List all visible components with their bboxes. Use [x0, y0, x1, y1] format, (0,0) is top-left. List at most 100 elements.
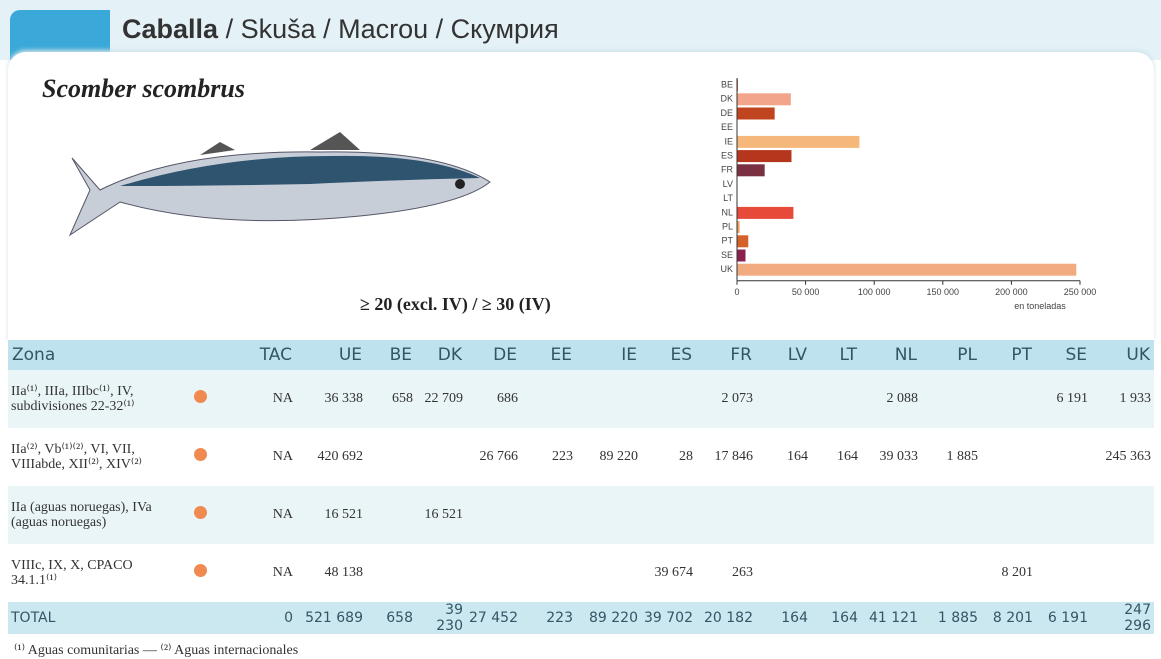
cell: [576, 544, 641, 602]
cell: [981, 428, 1036, 486]
cell: [366, 428, 416, 486]
cell: 223: [552, 449, 573, 464]
column-header: EE: [521, 340, 576, 370]
row: IIa⁽¹⁾, IIIa, IIIbc⁽¹⁾, IV, subdivisione…: [8, 370, 1154, 428]
status-dot: [193, 506, 207, 519]
cell: [576, 486, 641, 544]
x-axis-label: en toneladas: [1014, 301, 1066, 311]
column-header: NL: [861, 340, 921, 370]
y-tick-label: IE: [724, 136, 733, 146]
cell: 658: [366, 370, 416, 428]
cell: 164: [837, 449, 858, 464]
y-tick-label: DK: [720, 94, 733, 104]
total-cell: 1 885: [921, 602, 981, 634]
cell: 245 363: [1105, 449, 1152, 464]
y-tick-label: NL: [721, 207, 733, 217]
y-tick-label: LV: [723, 179, 733, 189]
row: IIa (aguas noruegas), IVa (aguas noruega…: [8, 486, 1154, 544]
y-tick-label: PL: [722, 221, 733, 231]
status-dot: [193, 390, 207, 403]
cell: [696, 486, 756, 544]
total-row: TOTAL 0 521 689 658 39 230 27 452 223 89 220 39 …: [8, 602, 1154, 634]
cell: [921, 486, 981, 544]
cell: NA: [272, 449, 293, 464]
cell: [576, 370, 641, 428]
bar: [737, 206, 794, 219]
total-cell: 39 230: [416, 602, 466, 634]
cell: 420 692: [317, 449, 364, 464]
bar-chart: BE DK DE EE IE ES FR LV LT NL PL PT SE UK 0 50 000 100 0…: [720, 78, 1097, 311]
cell: [921, 544, 981, 602]
cell: [1036, 544, 1091, 602]
marker-cell: [180, 486, 220, 544]
bar: [737, 150, 792, 163]
y-tick-label: ES: [721, 150, 733, 160]
fish: [68, 132, 491, 237]
y-tick-label: EE: [721, 122, 733, 132]
cell: 164: [787, 449, 808, 464]
cell: 1 933: [1091, 370, 1154, 428]
cell: 686: [466, 370, 521, 428]
cell: [811, 544, 861, 602]
bar: [737, 235, 749, 248]
cell: 16 521: [416, 486, 466, 544]
column-header: SE: [1036, 340, 1091, 370]
column-header: [180, 340, 220, 370]
total-cell: 658: [366, 602, 416, 634]
bar: [737, 263, 1077, 276]
y-tick-label: LT: [723, 193, 733, 203]
cell: [641, 486, 696, 544]
y-tick-label: BE: [721, 79, 733, 89]
column-header: Zona: [8, 340, 180, 370]
column-header: FR: [696, 340, 756, 370]
zone-cell: IIa (aguas noruegas), IVa (aguas noruega…: [8, 486, 180, 544]
y-tick-label: PT: [721, 236, 733, 246]
x-tick-label: 150 000: [927, 287, 960, 297]
cell: 39 033: [879, 449, 919, 464]
row: IIa⁽²⁾, Vb⁽¹⁾⁽²⁾, VI, VII, VIIIabde, XII…: [8, 428, 1154, 486]
cell: [981, 370, 1036, 428]
cell: [641, 370, 696, 428]
bar: [737, 107, 775, 120]
cell: 28: [679, 449, 693, 464]
cell: [521, 486, 576, 544]
cell: 263: [732, 565, 753, 580]
cell: [366, 544, 416, 602]
total-cell: 6 191: [1036, 602, 1091, 634]
y-tick-label: DE: [720, 108, 733, 118]
column-header: BE: [366, 340, 416, 370]
header-tab: [10, 10, 110, 60]
cell: [521, 544, 576, 602]
cell: [466, 486, 521, 544]
total-cell: 247 296: [1091, 602, 1154, 634]
cell: [416, 544, 466, 602]
cell: 26 766: [479, 449, 519, 464]
species: Scomber scombrus: [42, 74, 245, 103]
cell: [861, 486, 921, 544]
total-cell: 8 201: [981, 602, 1036, 634]
total-cell: 89 220: [576, 602, 641, 634]
row: VIIIc, IX, X, CPACO 34.1.1⁽¹⁾ NA 48 138 39 …: [8, 544, 1154, 602]
column-header: UK: [1091, 340, 1154, 370]
x-tick-label: 250 000: [1064, 287, 1097, 297]
cell: [756, 370, 811, 428]
cell: 2 088: [861, 370, 921, 428]
column-header: ES: [641, 340, 696, 370]
status-dot: [193, 448, 207, 461]
column-header: PT: [981, 340, 1036, 370]
column-header: DK: [416, 340, 466, 370]
size: ≥ 20 (excl. IV) / ≥ 30 (IV): [360, 294, 551, 314]
marker-cell: [180, 370, 220, 428]
zone-cell: IIa⁽¹⁾, IIIa, IIIbc⁽¹⁾, IV, subdivisione…: [8, 370, 180, 428]
cell: [466, 544, 521, 602]
y-tick-label: FR: [721, 165, 733, 175]
column-header: DE: [466, 340, 521, 370]
cell: NA: [220, 370, 296, 428]
zone-cell: VIIIc, IX, X, CPACO 34.1.1⁽¹⁾: [11, 558, 133, 588]
cell: 16 521: [296, 486, 366, 544]
cell: 36 338: [296, 370, 366, 428]
cell: NA: [220, 486, 296, 544]
bar: [737, 164, 765, 177]
x-tick-label: 100 000: [858, 287, 891, 297]
